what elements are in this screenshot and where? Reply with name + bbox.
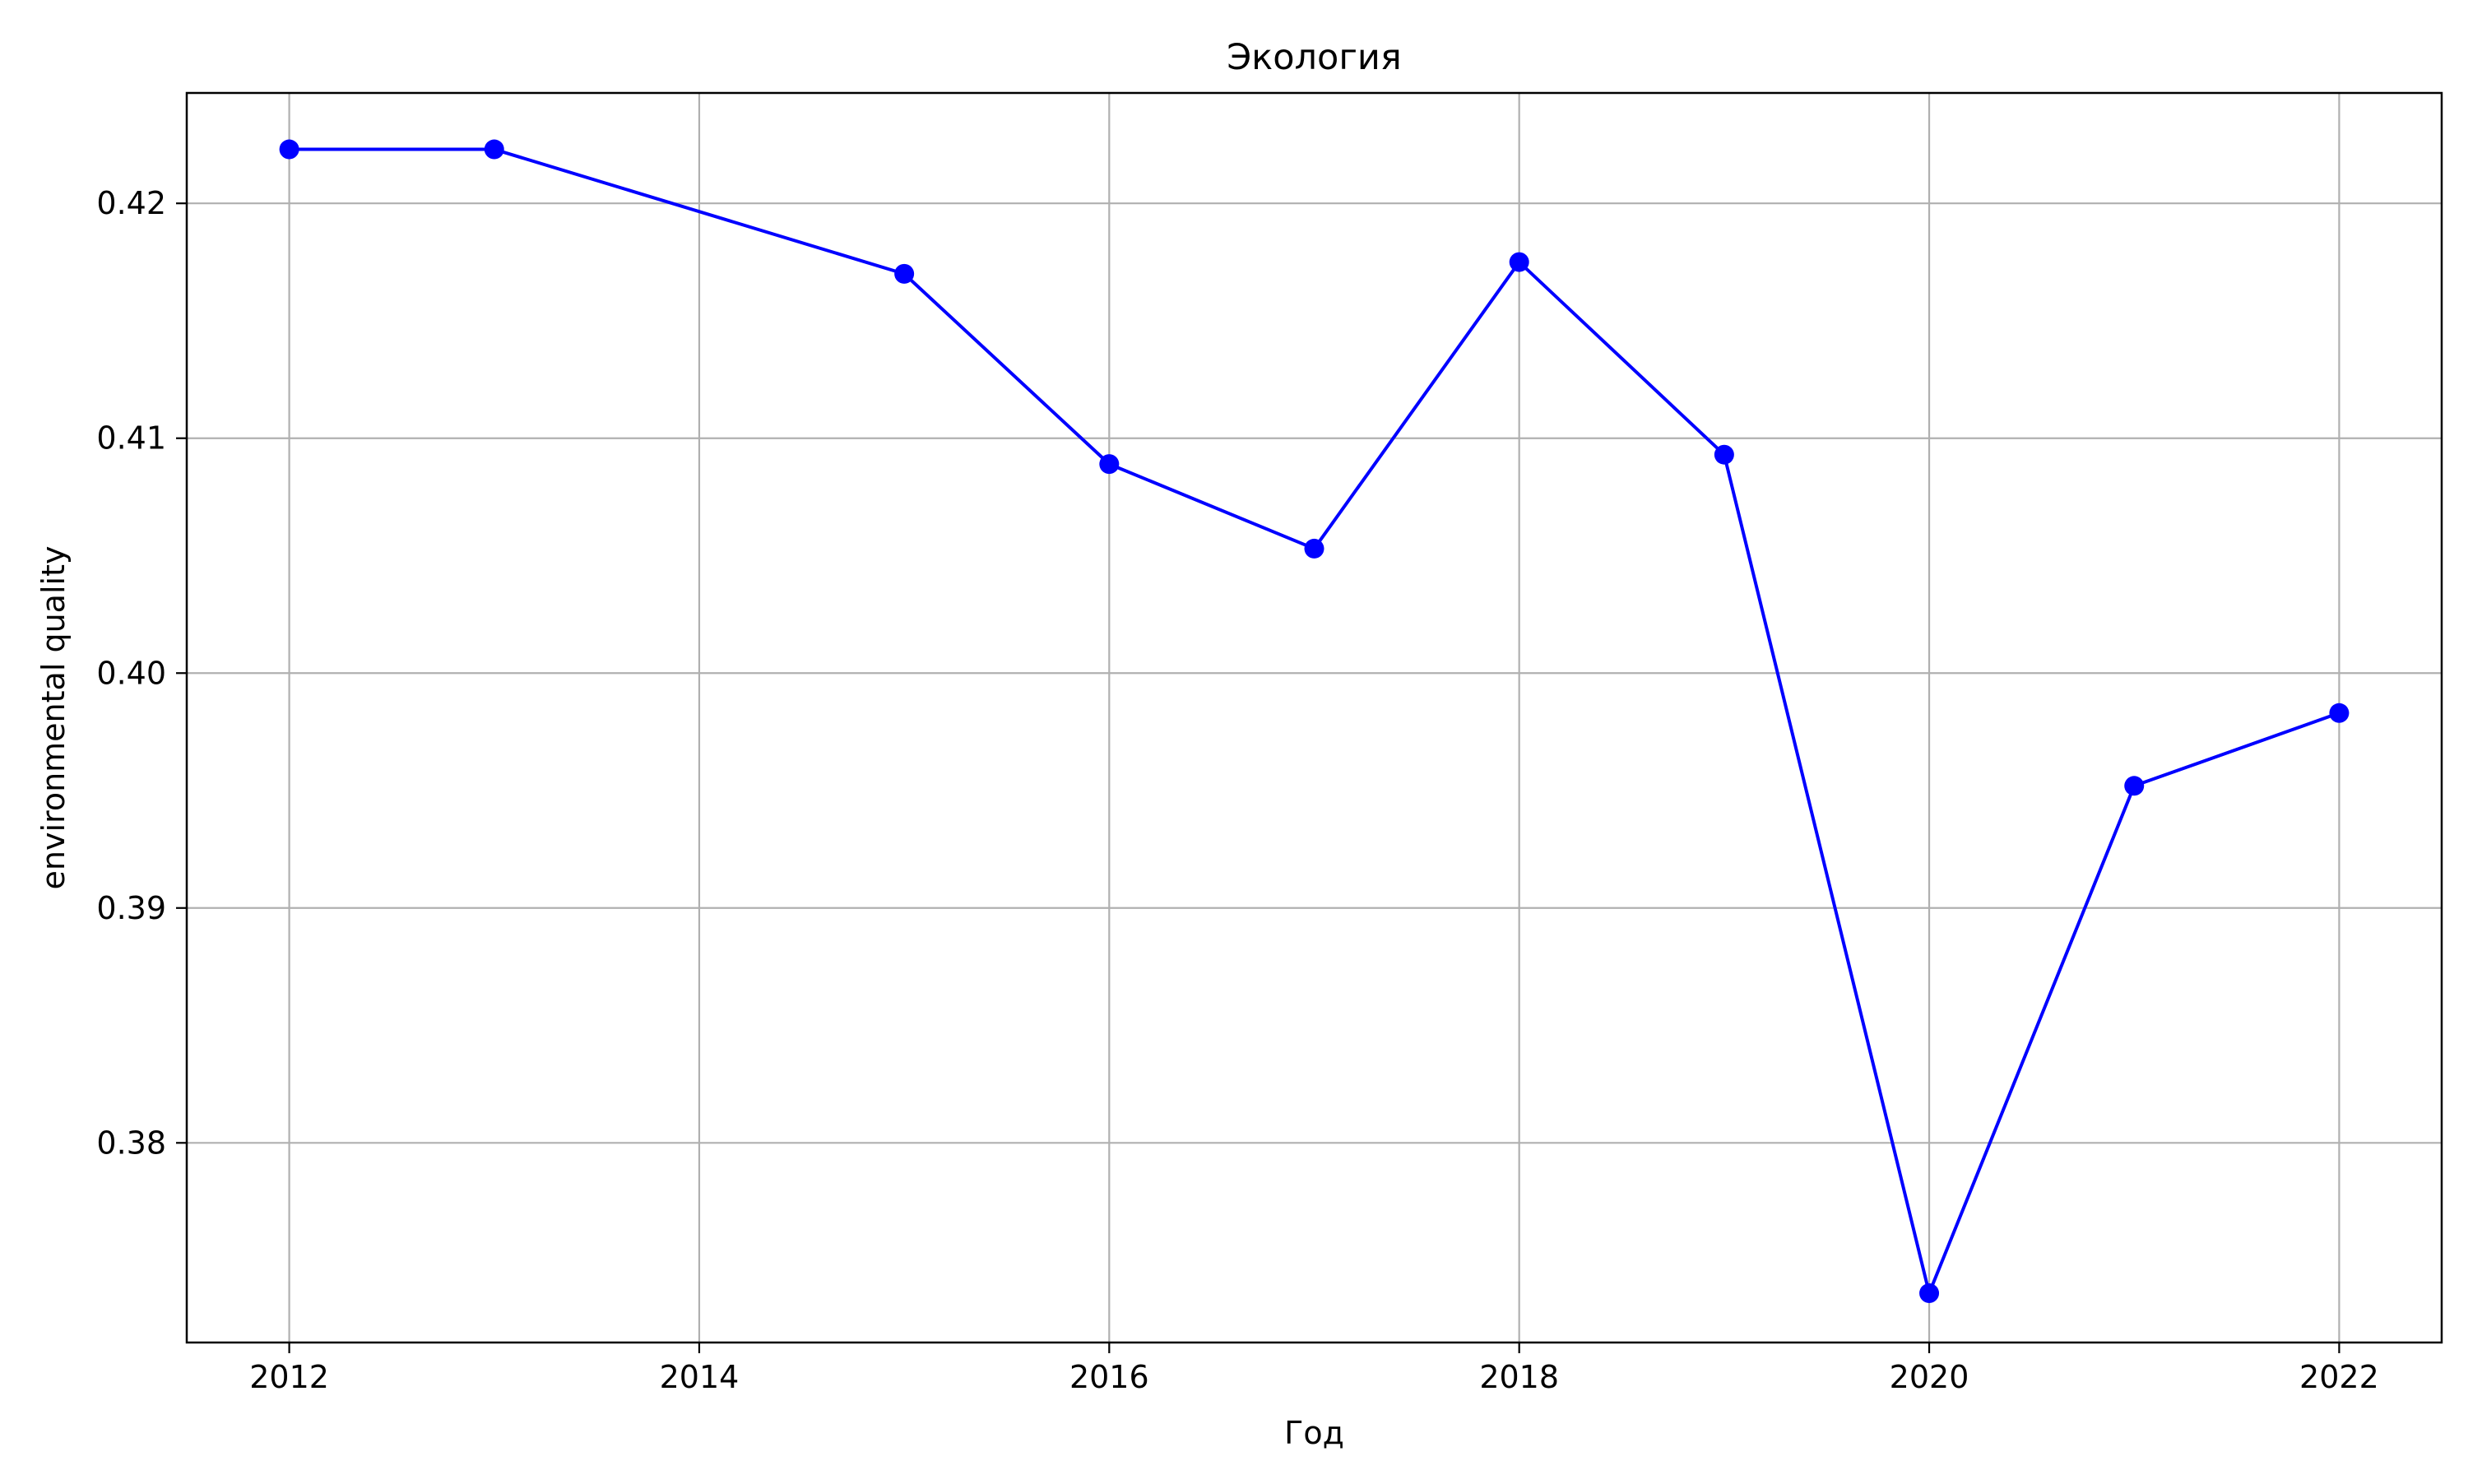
y-tick-label: 0.40 [96, 655, 166, 691]
data-point [1509, 252, 1529, 272]
y-tick-label: 0.41 [96, 420, 166, 457]
data-point [2329, 703, 2350, 723]
series [279, 139, 2350, 1304]
data-point [1714, 444, 1734, 465]
axis-ticks: 2012 2014 2016 2018 2020 2022 0.38 0.39 0.40 0.41… [96, 185, 2378, 1395]
x-tick-label: 2016 [1069, 1359, 1149, 1395]
data-point [2124, 776, 2145, 796]
y-tick-label: 0.38 [96, 1125, 166, 1161]
plot-frame [185, 91, 2443, 1344]
data-point [279, 139, 299, 160]
x-tick-label: 2018 [1479, 1359, 1559, 1395]
y-tick-label: 0.39 [96, 890, 166, 926]
data-point [894, 263, 915, 284]
data-point [1099, 454, 1120, 475]
y-tick-label: 0.42 [96, 185, 166, 221]
x-tick-label: 2020 [1890, 1359, 1969, 1395]
chart-title: Экология [1227, 37, 1402, 78]
y-axis-label: environmental quality [35, 546, 72, 890]
data-point [1304, 538, 1324, 559]
x-tick-label: 2014 [660, 1359, 740, 1395]
data-point [484, 139, 504, 160]
x-axis-label: Год [1284, 1415, 1344, 1451]
series-line [289, 147, 2340, 1296]
data-point [1919, 1283, 1940, 1304]
x-tick-label: 2022 [2299, 1359, 2379, 1395]
x-tick-label: 2012 [249, 1359, 329, 1395]
